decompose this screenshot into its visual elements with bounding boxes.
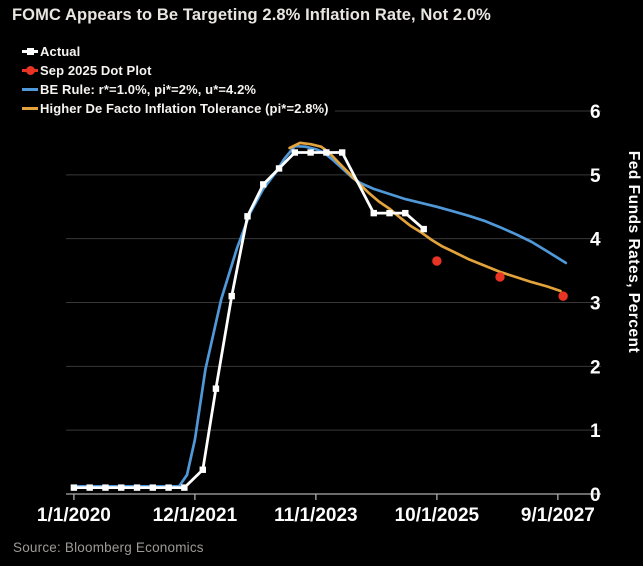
series-actual-marker xyxy=(370,209,377,217)
legend-item-dot_plot: Sep 2025 Dot Plot xyxy=(22,61,158,80)
series-actual-marker xyxy=(149,484,156,491)
y-axis-title: Fed Funds Rates, Percent xyxy=(625,151,642,353)
line-marker-icon xyxy=(22,102,38,115)
y-tick-label: 4 xyxy=(590,230,601,251)
series-dot_plot-point xyxy=(558,291,568,301)
x-tick-label: 9/1/2027 xyxy=(521,505,595,526)
series-actual-marker xyxy=(275,165,283,172)
series-actual-marker xyxy=(118,484,125,491)
y-tick-label: 6 xyxy=(590,102,601,123)
series-actual-marker xyxy=(260,181,267,188)
y-tick-label: 1 xyxy=(590,421,601,442)
y-tick-label: 3 xyxy=(590,294,601,315)
y-tick-label: 0 xyxy=(590,485,601,506)
legend-label: Higher De Facto Inflation Tolerance (pi*… xyxy=(40,101,329,116)
series-actual-marker xyxy=(386,209,393,217)
series-actual-marker xyxy=(212,385,220,392)
dot-marker-icon xyxy=(22,64,38,77)
series-actual-marker xyxy=(165,484,172,491)
chart-title: FOMC Appears to Be Targeting 2.8% Inflat… xyxy=(12,6,491,24)
x-tick-label: 12/1/2021 xyxy=(153,505,238,526)
series-actual-marker xyxy=(228,292,235,300)
series-actual-marker xyxy=(307,149,314,156)
legend-label: BE Rule: r*=1.0%, pi*=2%, u*=4.2% xyxy=(40,82,257,97)
y-tick-label: 2 xyxy=(590,357,601,378)
legend-label: Actual xyxy=(40,44,81,59)
legend-item-tolerance: Higher De Facto Inflation Tolerance (pi*… xyxy=(22,99,335,118)
x-tick-label: 10/1/2025 xyxy=(395,505,480,526)
series-actual-marker xyxy=(102,484,109,491)
line-marker-icon xyxy=(22,83,38,96)
legend-item-be_rule: BE Rule: r*=1.0%, pi*=2%, u*=4.2% xyxy=(22,80,263,99)
legend-item-actual: Actual xyxy=(22,42,87,61)
legend: Actual Sep 2025 Dot Plot BE Rule: r*=1.0%,… xyxy=(22,42,335,118)
series-actual-marker xyxy=(86,484,93,491)
series-be_rule-line xyxy=(72,144,568,488)
series-tolerance-line xyxy=(288,141,562,293)
series-actual-marker xyxy=(181,484,188,491)
square-marker-icon xyxy=(22,45,38,58)
series-actual-line xyxy=(72,151,426,490)
series-actual-marker xyxy=(291,149,299,156)
x-tick-label: 1/1/2020 xyxy=(37,505,111,526)
series-dot_plot-point xyxy=(432,256,442,266)
series-actual-marker xyxy=(338,149,346,156)
series-actual-marker xyxy=(420,225,427,233)
series-actual-marker xyxy=(70,484,78,491)
x-tick-label: 11/1/2023 xyxy=(274,505,357,526)
series-actual-marker xyxy=(402,209,409,217)
series-actual-marker xyxy=(323,149,330,156)
legend-label: Sep 2025 Dot Plot xyxy=(40,63,152,78)
source-caption: Source: Bloomberg Economics xyxy=(13,540,204,555)
series-dot_plot-point xyxy=(495,272,505,282)
series-actual-marker xyxy=(133,484,141,491)
series-actual-marker xyxy=(199,466,206,473)
y-tick-label: 5 xyxy=(590,166,601,187)
series-actual-marker xyxy=(244,213,251,220)
